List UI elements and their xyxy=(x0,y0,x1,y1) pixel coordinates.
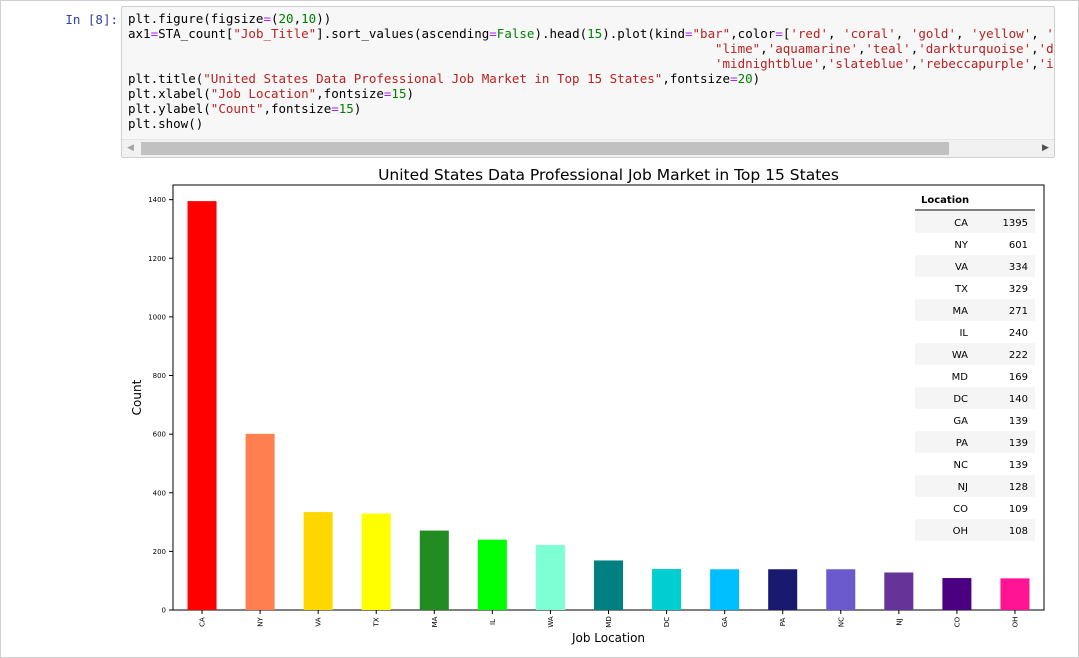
table-cell-count: 601 xyxy=(1009,240,1028,251)
code-line: plt.xlabel("Job Location",fontsize=15) xyxy=(128,86,415,101)
bar-ga xyxy=(710,569,740,610)
table-row-bg xyxy=(915,387,1035,409)
table-cell-count: 109 xyxy=(1009,504,1028,515)
code-line: plt.figure(figsize=(20,10)) xyxy=(128,11,332,26)
x-tick-label: WA xyxy=(547,616,555,628)
bar-ca xyxy=(187,201,217,610)
x-tick-label: IL xyxy=(489,619,497,625)
table-cell-count: 139 xyxy=(1009,460,1028,471)
y-tick-label: 1200 xyxy=(148,255,166,263)
table-cell-location: MD xyxy=(952,372,969,383)
x-tick-label: OH xyxy=(1011,617,1019,628)
table-cell-location: NJ xyxy=(958,482,968,493)
x-tick-label: DC xyxy=(663,617,671,627)
table-cell-count: 329 xyxy=(1009,284,1028,295)
table-cell-location: NY xyxy=(954,240,968,251)
x-tick-label: MD xyxy=(605,616,613,627)
x-tick-label: VA xyxy=(315,617,323,626)
bar-va xyxy=(303,512,333,610)
table-cell-location: TX xyxy=(954,284,968,295)
bar-dc xyxy=(652,568,682,610)
y-tick-label: 800 xyxy=(153,372,166,380)
table-cell-count: 334 xyxy=(1009,262,1028,273)
code-line: plt.title("United States Data Profession… xyxy=(128,71,761,86)
y-tick-label: 1000 xyxy=(148,313,166,321)
horizontal-scrollbar[interactable]: ◀ ▶ xyxy=(122,139,1054,157)
x-tick-label: CO xyxy=(953,616,961,627)
table-cell-location: GA xyxy=(953,416,968,427)
chart-title: United States Data Professional Job Mark… xyxy=(378,166,839,184)
table-cell-count: 240 xyxy=(1009,328,1028,339)
bar-il xyxy=(477,539,507,610)
bar-ny xyxy=(245,433,275,610)
code-line: ax1=STA_count["Job_Title"].sort_values(a… xyxy=(128,26,1054,41)
table-row-bg xyxy=(915,255,1035,277)
bar-md xyxy=(593,560,624,610)
table-row-bg xyxy=(915,299,1035,321)
table-cell-location: PA xyxy=(956,438,968,449)
code-line: plt.ylabel("Count",fontsize=15) xyxy=(128,101,362,116)
table-row-bg xyxy=(915,475,1035,497)
table-header: Location xyxy=(921,195,969,206)
table-cell-location: MA xyxy=(953,306,969,317)
table-cell-location: NC xyxy=(954,460,968,471)
x-tick-label: PA xyxy=(779,618,787,627)
code-line: "lime",'aquamarine','teal','darkturquois… xyxy=(715,41,1054,56)
bar-nc xyxy=(826,569,856,610)
code-editor[interactable]: plt.figure(figsize=(20,10)) ax1=STA_coun… xyxy=(128,11,1054,131)
table-row-bg xyxy=(915,519,1035,541)
y-tick-label: 600 xyxy=(153,431,166,439)
y-tick-label: 1400 xyxy=(148,196,166,204)
table-cell-count: 139 xyxy=(1009,416,1028,427)
table-cell-location: CO xyxy=(953,504,968,515)
scroll-left-icon[interactable]: ◀ xyxy=(127,143,134,153)
table-cell-location: CA xyxy=(954,218,968,229)
code-line: 'midnightblue','slateblue','rebeccapurpl… xyxy=(715,56,1054,71)
x-axis-label: Job Location xyxy=(571,631,645,645)
x-tick-label: NJ xyxy=(895,618,903,625)
table-cell-count: 108 xyxy=(1009,526,1028,537)
cell-output: United States Data Professional Job Mark… xyxy=(121,162,1053,652)
table-cell-location: DC xyxy=(953,394,968,405)
table-cell-count: 140 xyxy=(1009,394,1028,405)
bar-chart: United States Data Professional Job Mark… xyxy=(130,166,1045,645)
table-cell-count: 222 xyxy=(1009,350,1028,361)
code-cell[interactable]: plt.figure(figsize=(20,10)) ax1=STA_coun… xyxy=(121,6,1055,158)
x-tick-label: NY xyxy=(257,617,265,627)
table-cell-count: 169 xyxy=(1009,372,1028,383)
table-cell-location: IL xyxy=(959,328,968,339)
x-tick-label: TX xyxy=(373,617,381,627)
table-row-bg xyxy=(915,211,1035,233)
scroll-right-icon[interactable]: ▶ xyxy=(1042,143,1049,153)
x-tick-label: NC xyxy=(837,617,845,627)
table-row-bg xyxy=(915,343,1035,365)
bar-co xyxy=(942,578,972,610)
bar-ma xyxy=(419,530,449,610)
y-tick-label: 400 xyxy=(153,489,166,497)
table-cell-location: VA xyxy=(955,262,968,273)
table-cell-location: WA xyxy=(952,350,968,361)
x-tick-label: MA xyxy=(431,616,439,627)
y-tick-label: 0 xyxy=(162,607,166,615)
bar-nj xyxy=(884,572,914,610)
cell-prompt: In [8]: xyxy=(65,12,118,27)
table-cell-count: 1395 xyxy=(1003,218,1028,229)
bar-pa xyxy=(768,569,798,610)
table-cell-count: 139 xyxy=(1009,438,1028,449)
x-tick-label: CA xyxy=(199,617,207,627)
y-axis-label: Count xyxy=(130,379,144,415)
table-cell-count: 271 xyxy=(1009,306,1028,317)
scrollbar-thumb[interactable] xyxy=(141,142,949,155)
y-tick-label: 200 xyxy=(153,548,166,556)
x-tick-label: GA xyxy=(721,617,729,627)
code-line: plt.show() xyxy=(128,116,204,131)
bar-oh xyxy=(1000,578,1030,610)
bar-wa xyxy=(535,544,565,610)
table-row-bg xyxy=(915,431,1035,453)
table-cell-count: 128 xyxy=(1009,482,1028,493)
table-cell-location: OH xyxy=(953,526,968,537)
bar-tx xyxy=(361,513,391,610)
